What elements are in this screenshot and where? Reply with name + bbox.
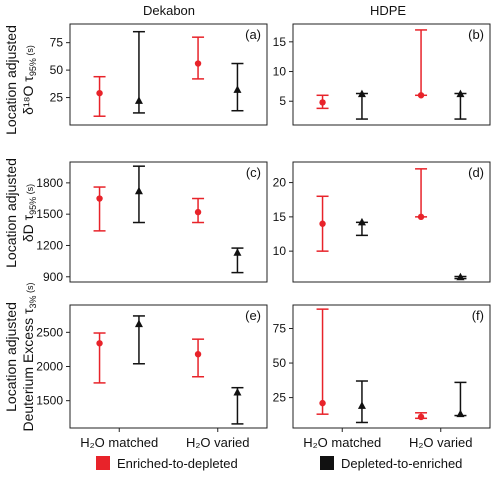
row-label-3-line2: Deuterium Excess τ3% (s)	[20, 282, 38, 431]
panel-tag: (f)	[472, 308, 484, 323]
data-point-triangle	[233, 85, 242, 93]
y-tick-label: 20	[273, 176, 287, 190]
legend-swatch-enriched	[96, 456, 110, 470]
y-tick-label: 75	[50, 36, 64, 50]
plot-frame	[69, 161, 268, 283]
x-tick-label: H₂O varied	[409, 435, 473, 450]
panel-tag: (a)	[245, 27, 261, 42]
panel-d: 10 15 20 (d)	[273, 161, 491, 283]
y-tick-label: 900	[43, 270, 63, 284]
y-tick-label: 1800	[36, 176, 63, 190]
column-title-dekabon: Dekabon	[143, 3, 195, 18]
y-tick-label: 75	[273, 321, 287, 335]
y-tick-label: 1200	[36, 238, 63, 252]
plot-frame	[292, 304, 491, 429]
legend-swatch-depleted	[320, 456, 334, 470]
data-point-triangle	[357, 401, 366, 409]
panel-tag: (d)	[468, 165, 484, 180]
x-tick-label: H₂O matched	[80, 435, 158, 450]
data-point-circle	[417, 92, 425, 99]
column-title-hdpe: HDPE	[370, 3, 406, 18]
panel-tag: (e)	[245, 308, 261, 323]
data-point-triangle	[233, 248, 242, 256]
panel-tag: (c)	[246, 165, 261, 180]
y-tick-label: 15	[273, 35, 287, 49]
data-point-triangle	[456, 272, 465, 281]
x-tick-label: H₂O matched	[303, 435, 381, 450]
y-tick-label: 25	[50, 91, 64, 105]
data-point-circle	[96, 195, 103, 202]
y-tick-label: 10	[273, 65, 287, 79]
panel-e: 1500 2000 2500 (e) H₂O matched H₂O varied	[36, 304, 268, 450]
plot-frame	[69, 23, 268, 126]
panel-f: 25 50 75 (f) H₂O matched H₂O varied	[273, 304, 491, 450]
plot-frame	[292, 23, 491, 126]
legend-label-enriched: Enriched-to-depleted	[117, 456, 238, 471]
data-point-triangle	[134, 319, 143, 328]
y-tick-label: 10	[273, 244, 287, 258]
data-point-triangle	[456, 89, 465, 98]
row-label-3-line1: Location adjusted	[3, 302, 19, 412]
data-point-circle	[319, 220, 326, 227]
data-point-circle	[194, 351, 202, 358]
panel-a: 25 50 75 (a)	[50, 23, 268, 126]
data-point-circle	[194, 208, 202, 216]
data-point-triangle	[456, 409, 465, 418]
y-tick-label: 15	[273, 210, 287, 224]
row-label-2-line2: δD τ95% (s)	[20, 184, 38, 242]
y-tick-label: 2000	[36, 360, 63, 374]
data-point-triangle	[357, 89, 366, 98]
data-point-triangle	[134, 96, 143, 104]
data-point-circle	[319, 399, 326, 407]
row-label-1: Location adjusted δ¹⁸O τ95% (s)	[3, 25, 38, 135]
y-tick-label: 50	[50, 63, 64, 77]
data-point-circle	[96, 340, 103, 347]
data-point-circle	[319, 99, 326, 106]
row-label-1-line1: Location adjusted	[3, 25, 19, 135]
legend: Enriched-to-depleted Depleted-to-enriche…	[96, 456, 462, 471]
y-tick-label: 1500	[36, 394, 63, 408]
y-tick-label: 25	[273, 391, 287, 405]
data-point-circle	[96, 89, 103, 97]
row-label-3: Location adjusted Deuterium Excess τ3% (…	[3, 282, 38, 431]
data-point-triangle	[357, 217, 366, 226]
data-point-circle	[194, 60, 202, 67]
panels: 25 50 75 (a) 5 10 15 (b) 900 1200 1500 1800 (c) 10 15 2…	[36, 23, 491, 450]
panel-c: 900 1200 1500 1800 (c)	[36, 161, 268, 284]
plot-frame	[292, 161, 491, 283]
row-label-2: Location adjusted δD τ95% (s)	[3, 158, 38, 268]
row-label-2-line1: Location adjusted	[3, 158, 19, 268]
y-tick-label: 50	[273, 356, 287, 370]
panel-tag: (b)	[468, 27, 484, 42]
y-tick-label: 5	[279, 94, 286, 108]
row-label-1-line2: δ¹⁸O τ95% (s)	[20, 45, 38, 115]
data-point-circle	[417, 213, 425, 221]
x-tick-label: H₂O varied	[186, 435, 250, 450]
data-point-circle	[417, 413, 425, 421]
data-point-triangle	[233, 387, 242, 396]
y-tick-label: 1500	[36, 207, 63, 221]
data-point-triangle	[134, 186, 143, 195]
y-tick-label: 2500	[36, 325, 63, 339]
panel-b: 5 10 15 (b)	[273, 23, 491, 126]
legend-label-depleted: Depleted-to-enriched	[341, 456, 462, 471]
